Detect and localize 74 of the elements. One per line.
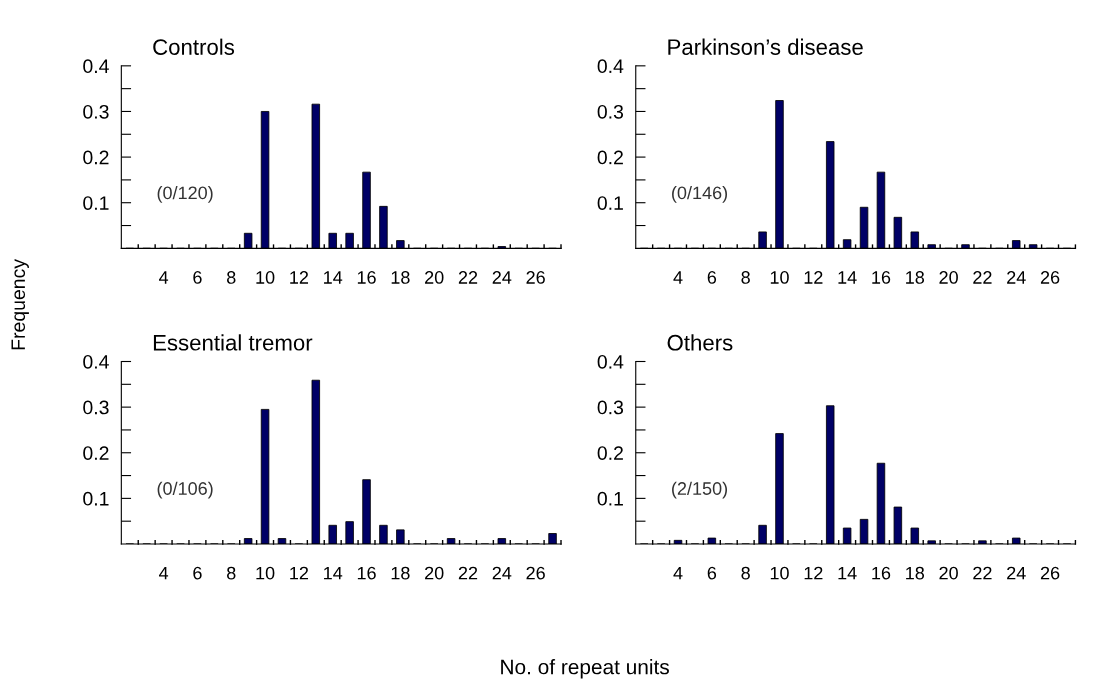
y-tick-label: 0.2: [83, 150, 109, 165]
annotation: (0/106): [157, 481, 213, 499]
x-tick-label: 12: [290, 566, 309, 580]
x-tick-label: 6: [707, 566, 717, 580]
x-tick-label: 4: [159, 271, 169, 284]
x-tick-label: 22: [458, 271, 478, 284]
x-tick-label: 4: [673, 566, 683, 580]
x-tick-label: 22: [973, 566, 992, 580]
y-tick-label: 0.3: [83, 400, 109, 415]
annotation: (0/120): [157, 185, 213, 203]
annotation: (0/146): [672, 185, 728, 203]
chart-title: Others: [667, 334, 733, 351]
x-tick-label: 22: [458, 566, 478, 580]
x-tick-label: 8: [741, 566, 750, 580]
y-tick-label: 0.2: [83, 446, 109, 460]
x-tick-label: 4: [159, 566, 169, 580]
y-tick-label: 0.3: [83, 104, 109, 119]
x-tick-label: 18: [391, 271, 410, 284]
y-tick-label: 0.1: [597, 491, 623, 506]
x-tick-label: 24: [492, 271, 512, 284]
chart-title: Controls: [153, 38, 235, 55]
y-tick-label: 0.4: [83, 354, 109, 369]
x-tick-label: 18: [391, 566, 410, 580]
x-tick-label: 14: [324, 271, 343, 284]
y-tick-label: 0.3: [597, 104, 624, 119]
x-tick-label: 10: [256, 271, 275, 284]
x-tick-label: 10: [770, 566, 789, 580]
x-tick-label: 10: [256, 566, 275, 580]
x-tick-label: 8: [227, 271, 236, 284]
y-tick-label: 0.1: [83, 196, 109, 210]
x-tick-label: 26: [526, 566, 545, 580]
y-tick-label: 0.1: [597, 196, 623, 210]
x-tick-label: 12: [804, 566, 823, 580]
x-tick-label: 24: [1007, 271, 1026, 284]
y-tick-label: 0.1: [83, 491, 109, 506]
x-tick-label: 18: [906, 566, 925, 580]
x-tick-label: 6: [193, 271, 202, 284]
x-axis-title: No. of repeat units: [501, 659, 669, 679]
x-tick-label: 8: [741, 271, 750, 284]
x-tick-label: 6: [193, 566, 202, 580]
x-tick-label: 20: [425, 566, 444, 580]
y-tick-label: 0.3: [597, 400, 624, 415]
x-tick-label: 26: [1040, 271, 1060, 284]
x-tick-label: 8: [227, 566, 236, 580]
annotation: (2/150): [672, 481, 728, 499]
x-tick-label: 14: [838, 271, 857, 284]
y-tick-label: 0.4: [597, 59, 624, 74]
y-axis-title: Frequency: [11, 259, 29, 350]
x-tick-label: 22: [973, 271, 992, 284]
x-tick-label: 26: [526, 271, 545, 284]
x-tick-label: 16: [357, 566, 376, 580]
chart-title: Parkinson’s disease: [668, 38, 863, 55]
y-tick-label: 0.4: [597, 354, 624, 369]
x-tick-label: 18: [906, 271, 925, 284]
x-tick-label: 20: [425, 271, 444, 284]
y-tick-label: 0.4: [83, 59, 109, 74]
x-tick-label: 14: [324, 566, 343, 580]
x-tick-label: 26: [1040, 566, 1060, 580]
x-tick-label: 14: [838, 566, 857, 580]
x-tick-label: 20: [939, 271, 958, 284]
x-tick-label: 16: [357, 271, 376, 284]
y-tick-label: 0.2: [597, 446, 623, 460]
x-tick-label: 16: [872, 271, 891, 284]
x-tick-label: 6: [707, 271, 717, 284]
y-tick-label: 0.2: [597, 150, 623, 165]
x-tick-label: 12: [804, 271, 823, 284]
x-tick-label: 24: [1007, 566, 1026, 580]
x-tick-label: 24: [492, 566, 512, 580]
x-tick-label: 4: [673, 271, 683, 284]
chart-title: Essential tremor: [153, 334, 313, 351]
x-tick-label: 20: [939, 566, 958, 580]
x-tick-label: 16: [872, 566, 891, 580]
x-tick-label: 10: [770, 271, 789, 284]
x-tick-label: 12: [290, 271, 309, 284]
